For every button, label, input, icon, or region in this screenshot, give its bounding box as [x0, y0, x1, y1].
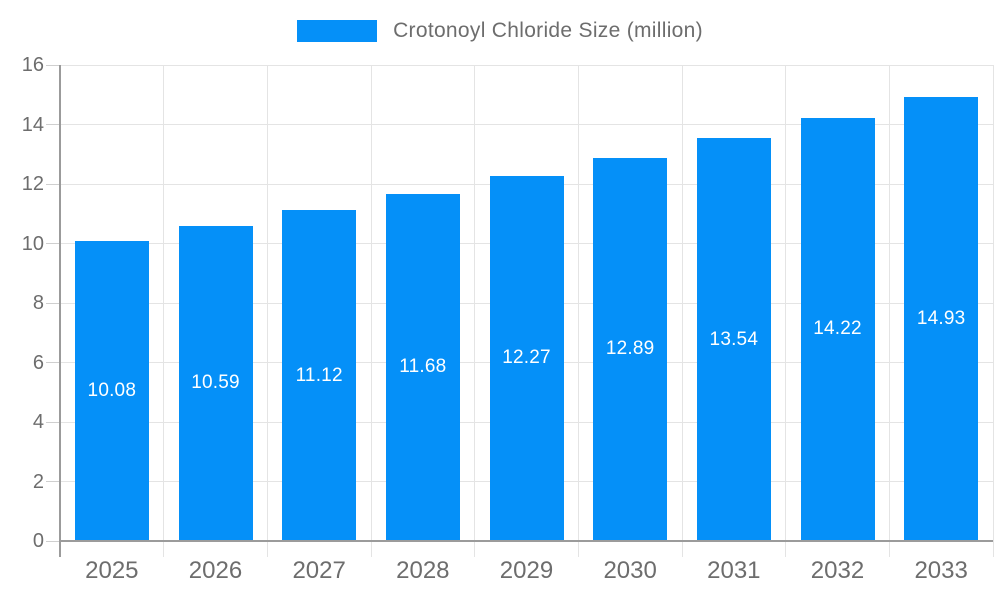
y-tick-8	[46, 302, 60, 304]
gridline-x-8	[888, 65, 890, 557]
y-axis-label-0: 0	[32, 530, 44, 552]
x-axis-label-2029: 2029	[499, 557, 554, 584]
x-axis-label-2025: 2025	[85, 557, 139, 584]
gridline-x-6	[681, 65, 683, 557]
x-axis-label-2032: 2032	[810, 557, 865, 584]
legend-swatch	[297, 20, 378, 42]
bar-2028[interactable]: 11.68	[385, 193, 460, 541]
bar-value-label-2033: 14.93	[916, 307, 966, 329]
y-axis-label-8: 8	[32, 292, 44, 314]
gridline-y-14	[60, 124, 993, 125]
y-axis-line	[59, 65, 61, 557]
gridline-x-9	[992, 65, 994, 557]
bar-2025[interactable]: 10.08	[74, 241, 149, 541]
x-axis-label-2026: 2026	[188, 557, 243, 584]
bar-2026[interactable]: 10.59	[178, 225, 253, 541]
y-axis-label-16: 16	[21, 54, 44, 76]
bar-value-label-2028: 11.68	[399, 356, 447, 378]
x-axis-label-2027: 2027	[292, 557, 346, 584]
bar-value-label-2027: 11.12	[295, 364, 343, 386]
gridline-x-3	[370, 65, 372, 557]
gridline-y-16	[60, 64, 993, 66]
x-axis-label-2031: 2031	[707, 557, 761, 584]
bar-value-label-2026: 10.59	[191, 372, 240, 394]
y-axis-label-10: 10	[21, 232, 44, 255]
y-tick-6	[46, 362, 60, 363]
x-axis-label-2030: 2030	[603, 557, 657, 584]
y-axis-label-12: 12	[21, 173, 44, 195]
bar-value-label-2030: 12.89	[605, 338, 655, 360]
y-tick-0	[46, 540, 60, 542]
chart-legend-item[interactable]: Crotonoyl Chloride Size (million)	[0, 19, 1000, 43]
gridline-x-4	[474, 65, 476, 557]
x-axis-label-2028: 2028	[396, 557, 450, 584]
y-tick-12	[46, 183, 60, 185]
gridline-x-2	[266, 65, 268, 557]
y-tick-16	[46, 64, 60, 66]
bar-2033[interactable]: 14.93	[904, 96, 979, 541]
bar-value-label-2032: 14.22	[813, 318, 862, 340]
bar-value-label-2029: 12.27	[502, 347, 551, 369]
y-tick-4	[46, 421, 60, 423]
bar-2030[interactable]: 12.89	[593, 157, 668, 541]
bar-2031[interactable]: 13.54	[696, 138, 771, 541]
plot-area: 10.08 10.59 11.12 11.68 12.27 12.89 13.54 14.22…	[60, 64, 993, 541]
y-tick-2	[46, 481, 60, 482]
y-axis-label-14: 14	[21, 113, 44, 136]
x-axis-label-2033: 2033	[914, 557, 968, 584]
gridline-x-1	[163, 65, 165, 557]
bar-2029[interactable]: 12.27	[489, 175, 564, 541]
y-axis-label-6: 6	[32, 351, 44, 374]
y-tick-10	[46, 243, 60, 244]
bar-2032[interactable]: 14.22	[800, 117, 875, 541]
gridline-x-5	[577, 65, 579, 557]
y-axis-label-4: 4	[32, 411, 44, 433]
x-axis-line	[60, 540, 993, 542]
y-axis-label-2: 2	[32, 470, 44, 493]
legend-label: Crotonoyl Chloride Size (million)	[393, 19, 703, 42]
bar-2027[interactable]: 11.12	[282, 210, 357, 541]
y-tick-14	[46, 124, 60, 125]
bar-value-label-2031: 13.54	[709, 328, 759, 350]
gridline-x-7	[785, 65, 787, 557]
bar-value-label-2025: 10.08	[87, 380, 137, 402]
